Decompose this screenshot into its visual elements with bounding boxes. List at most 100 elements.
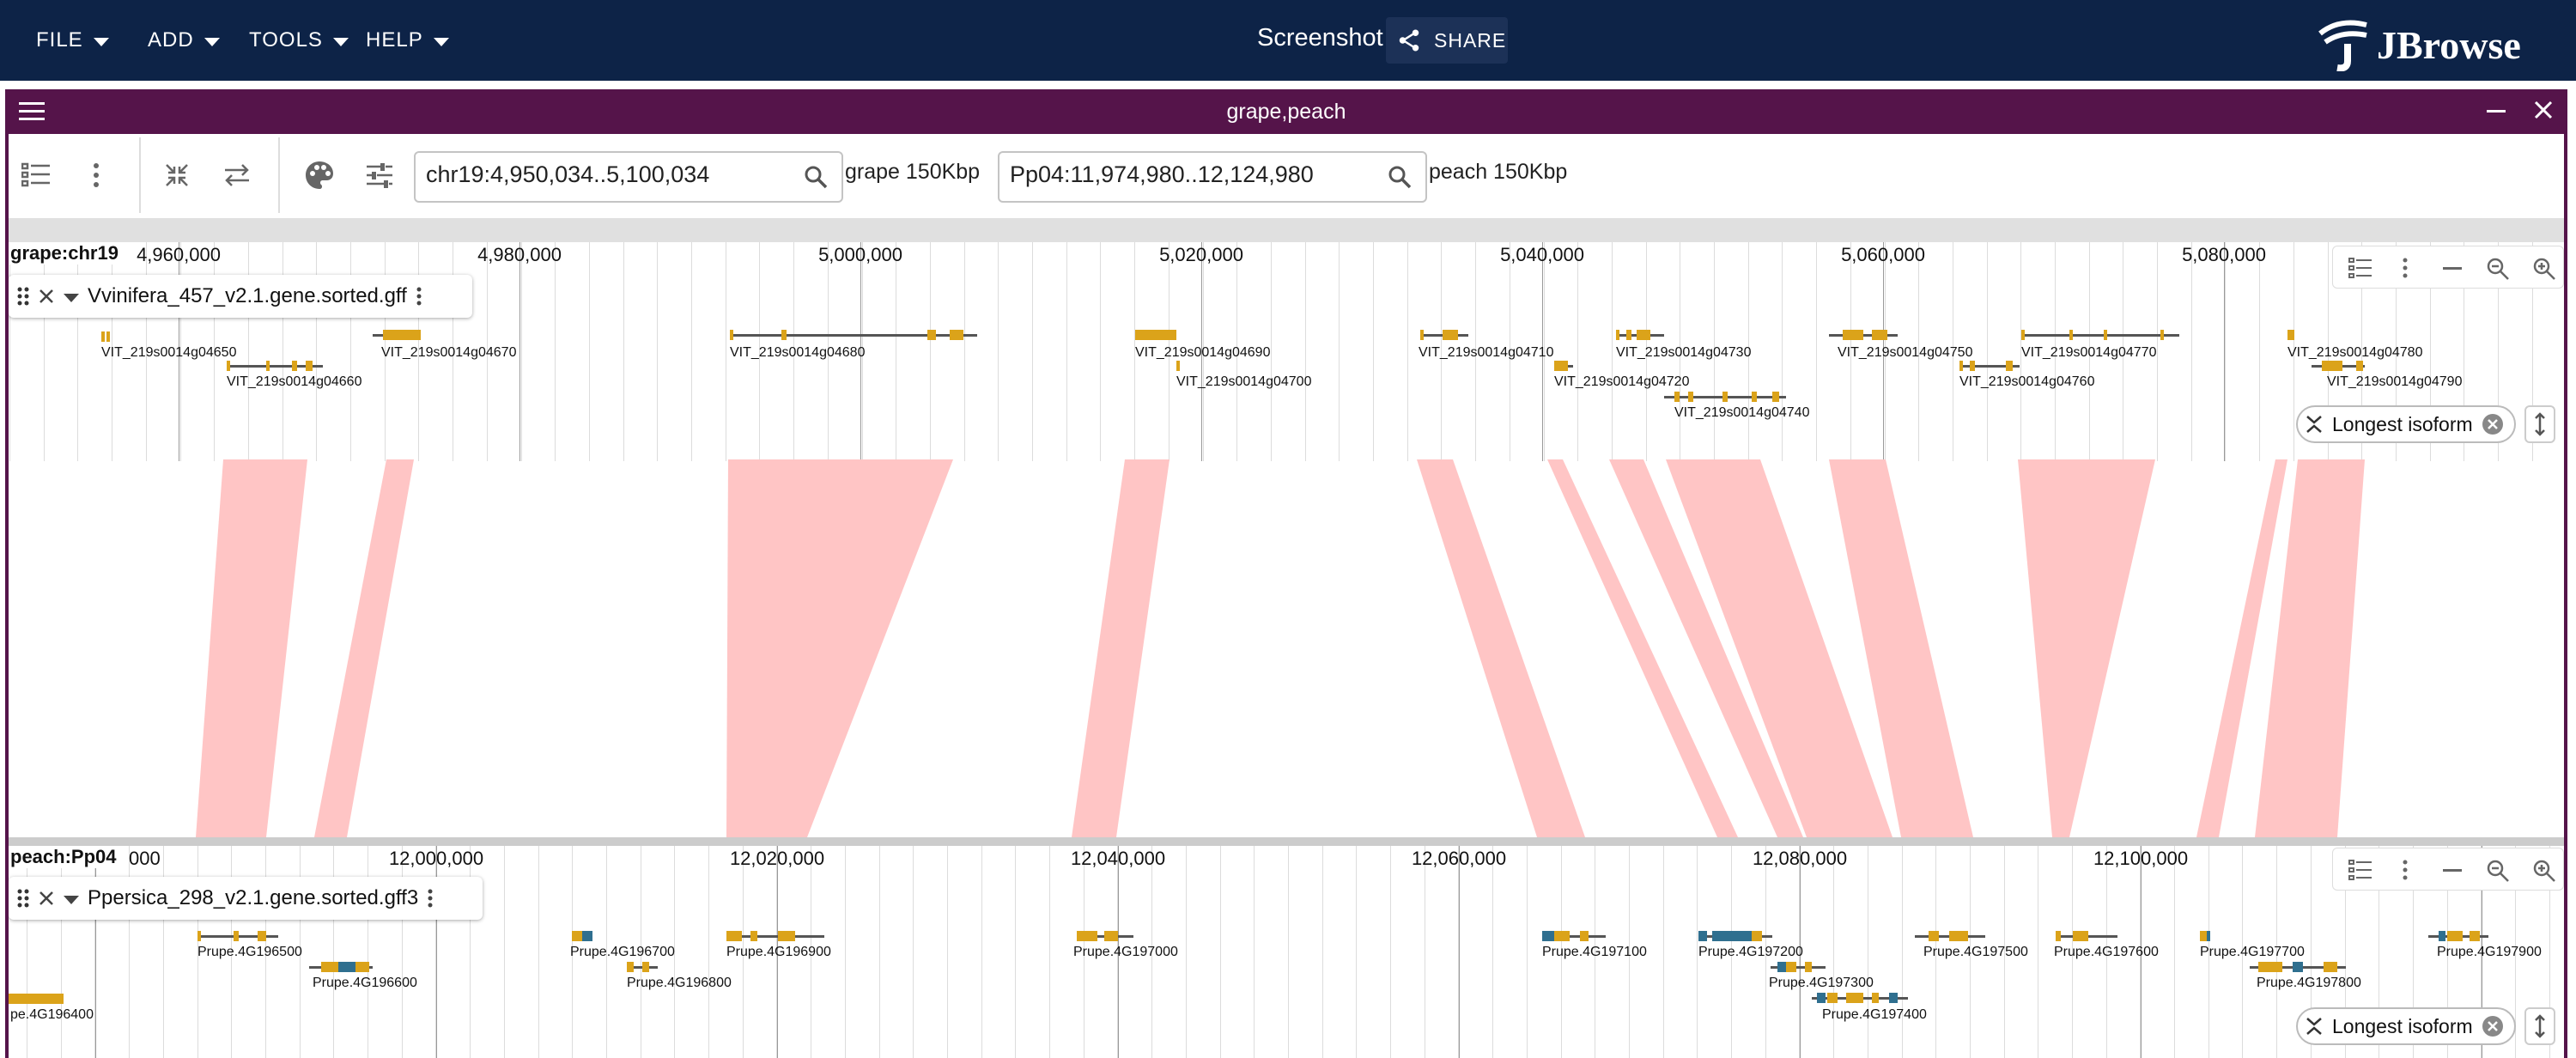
tools-menu[interactable]: TOOLS — [249, 24, 349, 57]
more-vert-icon[interactable] — [2402, 859, 2409, 881]
track-selector-icon[interactable] — [2348, 859, 2372, 881]
longest-isoform-chip[interactable]: Longest isoform — [2296, 405, 2516, 443]
view-header: grape,peach — [5, 89, 2567, 134]
gridline — [300, 846, 301, 1058]
tune-icon[interactable] — [361, 156, 398, 194]
gridline — [1629, 846, 1630, 1058]
gene-feature[interactable] — [101, 331, 105, 342]
gridline — [2208, 846, 2209, 1058]
synteny-ribbon[interactable] — [1547, 459, 1738, 837]
exon — [1929, 931, 1939, 941]
synteny-ribbon[interactable] — [1829, 459, 1973, 837]
gridline — [2020, 242, 2021, 461]
synteny-ribbon[interactable] — [196, 459, 307, 837]
chevron-down-icon[interactable] — [64, 294, 79, 302]
more-vert-icon[interactable] — [77, 156, 115, 194]
chevron-down-icon[interactable] — [64, 896, 79, 904]
minimize-icon[interactable] — [2487, 110, 2506, 112]
gene-feature[interactable] — [1771, 966, 1826, 969]
gene-feature[interactable] — [2200, 931, 2208, 941]
gene-feature[interactable] — [1542, 935, 1606, 938]
gene-feature[interactable] — [1829, 334, 1898, 337]
gridline — [1032, 242, 1033, 461]
exon — [355, 962, 369, 972]
toolbar-divider — [278, 137, 280, 213]
gridline — [61, 846, 62, 1058]
overview-bar[interactable] — [9, 218, 2564, 242]
track-selector-icon[interactable] — [2348, 257, 2372, 279]
more-vert-icon[interactable] — [416, 286, 422, 307]
more-vert-icon[interactable] — [427, 888, 434, 909]
view-title[interactable]: grape,peach — [1226, 100, 1346, 124]
help-menu[interactable]: HELP — [366, 24, 449, 57]
synteny-ribbon[interactable] — [2196, 459, 2287, 837]
close-track-icon[interactable] — [38, 890, 55, 907]
gene-feature[interactable] — [730, 334, 977, 337]
longest-isoform-chip[interactable]: Longest isoform — [2296, 1007, 2516, 1045]
exon — [1827, 993, 1838, 1003]
synteny-ribbon[interactable] — [1417, 459, 1585, 837]
close-track-icon[interactable] — [38, 288, 55, 305]
gene-label: Prupe.4G197200 — [1698, 945, 1803, 959]
synteny-ribbon[interactable] — [2255, 459, 2365, 837]
zoom-out-icon[interactable] — [2486, 859, 2510, 883]
synteny-ribbons[interactable] — [9, 459, 2564, 837]
exon — [306, 361, 313, 371]
gene-feature[interactable] — [106, 331, 110, 342]
zoom-in-icon[interactable] — [2532, 859, 2556, 883]
gridline — [862, 242, 863, 461]
gene-feature[interactable] — [227, 365, 323, 368]
search-icon[interactable] — [1388, 165, 1412, 189]
ruler-tick-label: 12,100,000 — [2093, 848, 2189, 869]
gene-feature[interactable] — [9, 994, 64, 1004]
add-menu[interactable]: ADD — [148, 24, 220, 57]
gene-feature[interactable] — [1176, 361, 1180, 371]
gene-feature[interactable] — [2021, 334, 2179, 337]
clear-icon[interactable] — [2482, 413, 2504, 435]
drag-handle-icon[interactable] — [17, 286, 29, 307]
synteny-ribbon[interactable] — [2018, 459, 2155, 837]
palette-icon[interactable] — [301, 156, 338, 194]
exon — [321, 962, 338, 972]
gridline — [248, 242, 249, 461]
swap-icon[interactable] — [218, 156, 256, 194]
exon — [1637, 330, 1650, 340]
zoom-in-icon[interactable] — [2532, 257, 2556, 281]
close-icon[interactable] — [2533, 100, 2554, 120]
gridline — [1271, 242, 1272, 461]
collapse-icon[interactable] — [158, 156, 196, 194]
search-icon[interactable] — [804, 165, 828, 189]
synteny-ribbon[interactable] — [1072, 459, 1170, 837]
view-menu-icon[interactable] — [19, 100, 45, 124]
peach-location-input[interactable] — [1010, 161, 1353, 188]
grape-location-input[interactable] — [426, 161, 769, 188]
gene-feature[interactable] — [2287, 330, 2294, 340]
gridline — [2498, 242, 2499, 461]
gene-label: Prupe.4G196800 — [627, 976, 732, 990]
synteny-ribbon[interactable] — [1666, 459, 1893, 837]
gene-feature[interactable] — [726, 935, 824, 938]
clear-icon[interactable] — [2482, 1015, 2504, 1037]
session-name[interactable]: Screenshot — [1257, 24, 1383, 52]
exon — [2258, 962, 2282, 972]
synteny-ribbon[interactable] — [1609, 459, 1803, 837]
synteny-ribbon[interactable] — [314, 459, 414, 837]
zoom-out-icon[interactable] — [2486, 257, 2510, 281]
share-button[interactable]: SHARE — [1386, 17, 1508, 64]
file-menu[interactable]: FILE — [36, 24, 109, 57]
utr — [2207, 931, 2210, 941]
gridline — [385, 242, 386, 461]
synteny-ribbon[interactable] — [726, 459, 953, 837]
resize-handle[interactable] — [2524, 405, 2555, 443]
gene-feature[interactable] — [1959, 365, 2020, 368]
drag-handle-icon[interactable] — [17, 888, 29, 909]
gene-feature[interactable] — [1135, 330, 1176, 340]
gridline — [1305, 242, 1306, 461]
minimize-icon[interactable] — [2443, 267, 2462, 270]
exon — [2160, 330, 2164, 340]
more-vert-icon[interactable] — [2402, 257, 2409, 279]
track-selector-icon[interactable] — [17, 156, 55, 194]
gridline — [1612, 242, 1613, 461]
resize-handle[interactable] — [2524, 1007, 2555, 1045]
minimize-icon[interactable] — [2443, 869, 2462, 872]
